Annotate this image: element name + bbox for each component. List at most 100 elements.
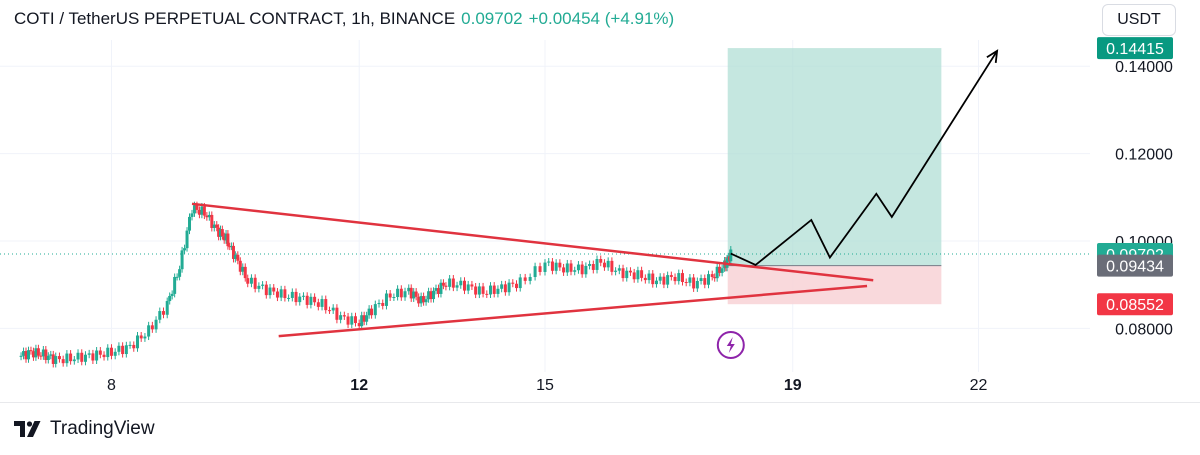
candle-body xyxy=(673,276,677,282)
price-tag-label-entry: 0.09434 xyxy=(1106,259,1164,276)
tradingview-branding[interactable]: TradingView xyxy=(14,418,155,440)
candle-body xyxy=(688,277,692,283)
candle-body xyxy=(684,282,688,284)
candle-body xyxy=(69,353,73,362)
candle-body xyxy=(470,284,474,287)
candle-body xyxy=(353,316,357,324)
candle-body xyxy=(528,277,532,281)
candle-body xyxy=(102,354,106,358)
candle-body xyxy=(113,351,117,356)
candle-body xyxy=(158,311,162,320)
candle-body xyxy=(419,296,423,304)
candle-body xyxy=(436,288,440,294)
candle-body xyxy=(422,296,426,303)
candle-body xyxy=(170,293,174,296)
candle-body xyxy=(554,262,558,271)
candle-body xyxy=(409,287,413,299)
currency-button[interactable]: USDT xyxy=(1102,4,1176,36)
candle-body xyxy=(197,209,201,215)
candle-body xyxy=(147,325,151,337)
candle-body xyxy=(128,344,132,346)
candle-body xyxy=(595,259,599,270)
candle-body xyxy=(412,291,416,299)
candle-body xyxy=(640,270,644,278)
candle-body xyxy=(139,335,143,339)
candle-body xyxy=(695,281,699,289)
candle-body xyxy=(339,315,343,320)
candle-body xyxy=(279,289,283,298)
candle-body xyxy=(185,230,189,249)
candle-body xyxy=(298,296,302,303)
candle-body xyxy=(547,261,551,263)
candle-body xyxy=(19,355,23,357)
candle-body xyxy=(132,344,136,349)
candle-body xyxy=(316,302,320,307)
candle-body xyxy=(654,280,658,285)
candle-body xyxy=(703,278,707,285)
chart-header: COTI / TetherUS PERPETUAL CONTRACT, 1h, … xyxy=(14,9,674,29)
price-change: +0.00454 (+4.91%) xyxy=(528,9,675,28)
candle-body xyxy=(168,295,172,302)
candle-body xyxy=(188,216,192,231)
candle-body xyxy=(617,268,621,271)
candle-body xyxy=(550,261,554,271)
candle-body xyxy=(83,354,87,362)
candle-body xyxy=(313,296,317,303)
candle-body xyxy=(543,262,547,272)
candle-body xyxy=(350,316,354,325)
candle-body xyxy=(489,285,492,295)
candle-body xyxy=(677,273,681,282)
x-axis-tick-label: 15 xyxy=(536,377,554,394)
footer-divider xyxy=(0,402,1200,403)
candle-body xyxy=(249,277,253,284)
candle-body xyxy=(331,307,335,311)
candle-body xyxy=(80,352,84,362)
candle-body xyxy=(57,356,61,360)
candle-body xyxy=(399,288,403,298)
candle-body xyxy=(407,287,411,292)
candle-body xyxy=(699,278,703,282)
triangle-upper-trendline xyxy=(191,202,874,282)
candle-body xyxy=(150,325,154,330)
candle-body xyxy=(49,354,53,356)
candle-body xyxy=(381,302,385,306)
candle-body xyxy=(658,276,662,281)
candle-body xyxy=(599,259,603,263)
candle-body xyxy=(434,288,438,291)
candle-body xyxy=(515,283,519,289)
projection-path xyxy=(730,50,998,267)
currency-label: USDT xyxy=(1117,11,1161,28)
price-tag-entry xyxy=(1097,254,1173,277)
candle-body xyxy=(212,224,216,228)
triangle-lower-trendline xyxy=(278,284,868,338)
tradingview-wordmark: TradingView xyxy=(50,418,155,439)
candle-body xyxy=(573,270,577,272)
candle-body xyxy=(121,345,125,355)
candle-body xyxy=(39,355,43,357)
candle-body xyxy=(231,245,235,259)
candle-body xyxy=(614,270,618,272)
candle-body xyxy=(370,308,374,316)
candle-body xyxy=(565,263,569,273)
target-zone xyxy=(727,48,942,266)
candle-body xyxy=(290,291,294,298)
candle-body xyxy=(602,262,606,268)
candle-body xyxy=(26,350,30,360)
candle-body xyxy=(485,293,489,295)
candle-body xyxy=(523,277,527,281)
candle-body xyxy=(362,315,366,322)
candle-body xyxy=(662,276,666,285)
candle-body xyxy=(29,350,33,352)
candle-body xyxy=(439,282,443,294)
candle-body xyxy=(432,290,436,300)
candle-body xyxy=(459,280,463,286)
candle-body xyxy=(492,285,496,294)
candle-body xyxy=(22,351,26,356)
candle-body xyxy=(632,272,636,280)
candle-body xyxy=(511,282,515,284)
candle-body xyxy=(569,263,573,272)
candle-body xyxy=(500,284,504,289)
candle-body xyxy=(720,268,724,273)
candle-body xyxy=(207,214,211,218)
